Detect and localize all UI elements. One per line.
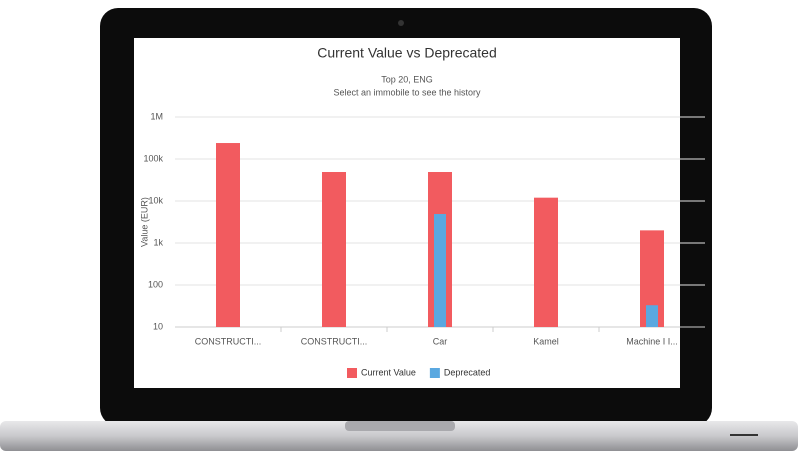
x-tick-label: Machine I I... <box>626 336 678 346</box>
legend-label: Current Value <box>361 367 416 377</box>
x-tick-label: Kamel <box>533 336 559 346</box>
x-tick-label: CONSTRUCTI... <box>195 336 262 346</box>
bar <box>216 143 240 327</box>
chart-title: Current Value vs Deprecated <box>317 45 497 61</box>
y-tick-label: 1M <box>150 111 163 121</box>
laptop-base <box>0 421 798 451</box>
y-tick-label: 10 <box>153 321 163 331</box>
bar <box>434 214 446 327</box>
y-tick-label: 100 <box>148 279 163 289</box>
x-tick-label: CONSTRUCTI... <box>301 336 368 346</box>
y-tick-label: 100k <box>143 153 163 163</box>
legend-swatch <box>429 368 440 378</box>
y-tick-label: 10k <box>148 195 163 205</box>
y-axis-label: Value (EUR) <box>139 197 149 247</box>
chart-subtitle: Top 20, ENG <box>381 74 433 84</box>
bar <box>646 305 658 327</box>
x-tick-label: Car <box>433 336 448 346</box>
chart-subtitle: Select an immobile to see the history <box>333 87 481 97</box>
legend-swatch <box>347 368 357 378</box>
legend-label: Deprecated <box>444 367 491 377</box>
y-tick-label: 1k <box>153 237 163 247</box>
chart: Current Value vs Deprecated Top 20, ENG … <box>139 45 705 378</box>
bar <box>534 197 558 327</box>
camera <box>398 20 404 26</box>
bar <box>322 172 346 327</box>
base-mark <box>730 434 758 436</box>
lid-notch <box>345 421 455 431</box>
